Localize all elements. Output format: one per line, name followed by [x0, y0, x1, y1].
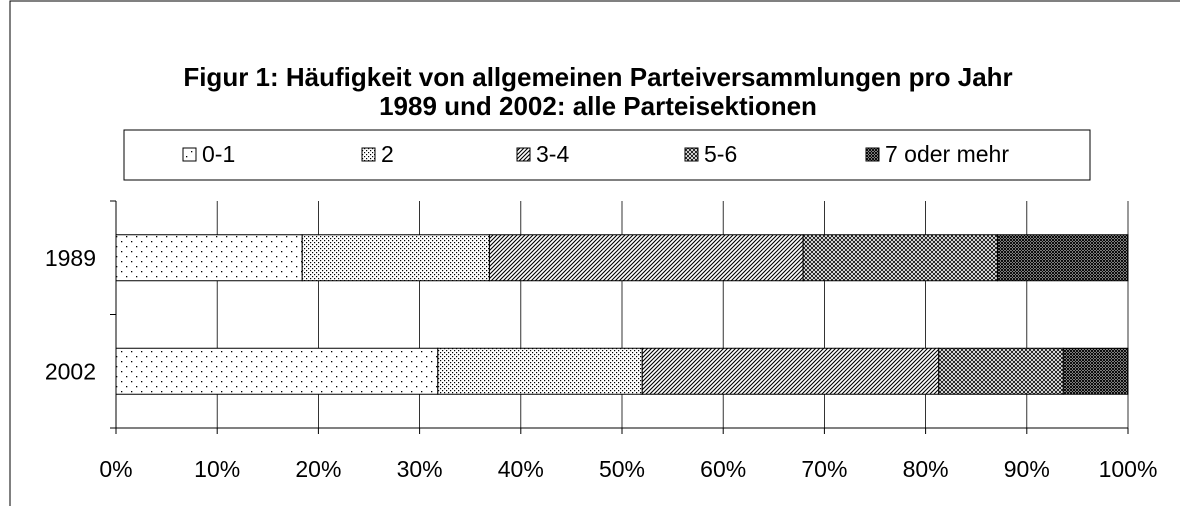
- legend-label: 7 oder mehr: [885, 141, 1009, 167]
- bar-segment: [641, 347, 940, 395]
- legend-swatch: [684, 147, 699, 162]
- x-tick-label: 70%: [801, 456, 847, 482]
- x-tick-label: 50%: [599, 456, 645, 482]
- x-tick-label: 20%: [295, 456, 341, 482]
- y-tick-label: 1989: [45, 245, 96, 271]
- x-tick-label: 100%: [1099, 456, 1158, 482]
- legend-label: 5-6: [704, 141, 737, 167]
- legend-box: [123, 129, 1091, 181]
- bar-segment: [115, 347, 439, 395]
- bar-segment: [1062, 347, 1129, 395]
- bar-segment: [488, 234, 804, 282]
- chart-title: Figur 1: Häufigkeit von allgemeinen Part…: [183, 62, 1013, 121]
- x-tick-label: 10%: [194, 456, 240, 482]
- bar-segment: [301, 234, 490, 282]
- x-tick-label: 0%: [99, 456, 132, 482]
- legend-label: 3-4: [536, 141, 569, 167]
- legend-label: 2: [381, 141, 394, 167]
- legend-label: 0-1: [202, 141, 235, 167]
- legend-swatch: [516, 147, 531, 162]
- x-tick-label: 30%: [397, 456, 443, 482]
- bar-segment: [115, 234, 303, 282]
- bar-segment: [802, 234, 998, 282]
- bar-segment: [437, 347, 643, 395]
- chart-border: [9, 0, 1180, 506]
- x-tick-label: 90%: [1004, 456, 1050, 482]
- legend-swatch: [361, 147, 376, 162]
- y-tick-label: 2002: [45, 358, 96, 384]
- bar-segment: [996, 234, 1129, 282]
- x-tick-label: 80%: [903, 456, 949, 482]
- legend-swatch: [182, 147, 197, 162]
- legend-swatch: [865, 147, 880, 162]
- bar-segment: [938, 347, 1064, 395]
- x-tick-label: 60%: [700, 456, 746, 482]
- x-tick-label: 40%: [498, 456, 544, 482]
